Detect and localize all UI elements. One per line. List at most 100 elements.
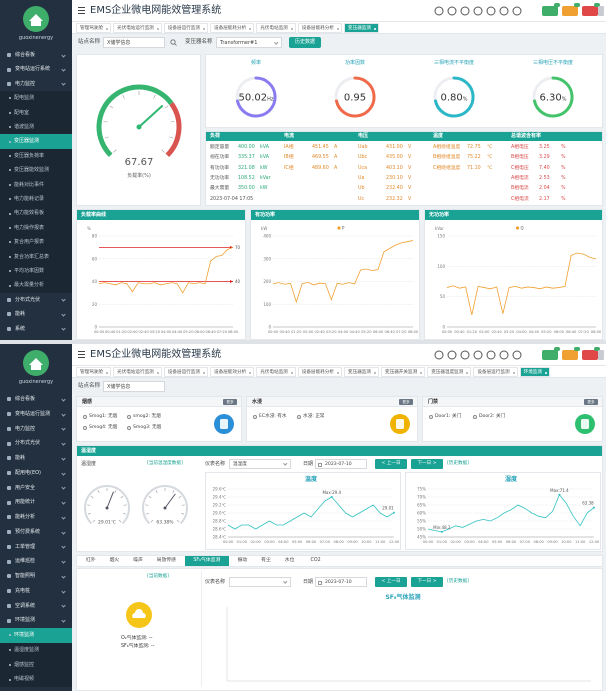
tab[interactable]: 光伏电站监测 [256, 23, 296, 33]
menu-item[interactable]: 电力操作报表 [0, 220, 72, 236]
prev-day-button[interactable]: < 上一日 [375, 577, 407, 587]
menu-item[interactable]: 谐波监测 [0, 120, 72, 135]
menu-item[interactable]: 用户安全 [0, 481, 72, 496]
tab[interactable]: 设备层能耗分析 [210, 23, 255, 33]
menu-item[interactable]: 预付费系统 [0, 525, 72, 540]
menu-item[interactable]: 能耗 [0, 451, 72, 466]
tab[interactable]: 变压器温度监测 [427, 367, 472, 377]
menu-item[interactable]: 配电室 [0, 105, 72, 120]
menu-item[interactable]: 电力监控 [0, 422, 72, 437]
tab[interactable]: 管理驾驶舱 [76, 367, 111, 377]
tab[interactable]: 光伏电站监测 [256, 367, 296, 377]
tab[interactable]: 光伏电站运行监测 [113, 23, 162, 33]
more-button[interactable]: 更多 [223, 399, 237, 405]
menu-item[interactable]: 电磁视频 [0, 672, 72, 687]
tab-close[interactable] [290, 372, 293, 374]
menu-item[interactable]: 充电桩 [0, 584, 72, 599]
site-select[interactable]: X储学信息 [103, 381, 165, 392]
current-link[interactable]: [当前温湿度数据] [147, 461, 183, 466]
tab-close[interactable] [544, 372, 547, 374]
menu-item[interactable]: 变电站运行系统 [0, 62, 72, 76]
menu-item[interactable]: 最大需量分析 [0, 278, 72, 293]
more-button[interactable]: 更多 [399, 399, 413, 405]
menu-item[interactable]: 运维巡检 [0, 554, 72, 569]
tab[interactable]: 设备层能耗分析 [297, 367, 342, 377]
sensor-tab[interactable]: 有尘 [261, 558, 271, 563]
menu-toggle[interactable] [78, 7, 85, 9]
badge-button[interactable] [582, 350, 598, 360]
sensor-tab[interactable]: 局放传感 [156, 558, 176, 563]
menu-item[interactable]: 配电监测 [0, 91, 72, 106]
menu-item[interactable]: 温湿度监测 [0, 642, 72, 658]
menu-item[interactable]: 环境监测 [0, 628, 72, 643]
tab[interactable]: 管理驾驶舱 [76, 23, 111, 33]
tab-close[interactable] [202, 372, 205, 374]
current-link[interactable]: [当前数据] [147, 574, 169, 579]
tab-close[interactable] [156, 372, 159, 374]
history-link[interactable]: [历史数据] [447, 461, 469, 466]
transformer-select[interactable]: Transformer#1 [216, 37, 282, 48]
tab[interactable]: 变压器监测 [344, 367, 379, 377]
menu-item[interactable]: 复合用户报表 [0, 235, 72, 250]
meter-select[interactable]: 温湿度 [229, 459, 291, 469]
sensor-tab[interactable]: SF₆气体监测 [185, 556, 229, 566]
menu-item[interactable]: 综合看板 [0, 48, 72, 62]
menu-item[interactable]: 智能照明 [0, 569, 72, 584]
avatar[interactable] [598, 6, 604, 16]
tab-close[interactable] [374, 372, 376, 374]
history-button[interactable]: 历史数据 [289, 37, 321, 48]
menu-item[interactable]: 分布式光伏 [0, 293, 72, 307]
sensor-tab[interactable]: 噪声 [133, 558, 143, 563]
history-link[interactable]: [历史数据] [447, 579, 469, 584]
menu-item[interactable]: 用能统计 [0, 495, 72, 510]
tab-close[interactable] [374, 28, 376, 30]
more-button[interactable]: 更多 [584, 399, 598, 405]
sensor-tab[interactable]: 红外 [85, 558, 96, 563]
menu-item[interactable]: 变压器负荷率 [0, 148, 72, 164]
tab[interactable]: 设备层能效分析 [210, 367, 255, 377]
tab[interactable]: 设备层运行监测 [163, 367, 208, 377]
tab[interactable]: 变压器开关监测 [381, 367, 426, 377]
menu-item[interactable]: 能耗 [0, 307, 72, 321]
tab-close[interactable] [202, 28, 205, 30]
tab-close[interactable] [466, 372, 469, 374]
tab-close[interactable] [336, 28, 339, 30]
next-day-button[interactable]: 下一日 > [411, 577, 443, 587]
menu-item[interactable]: 变压器监测 [0, 134, 72, 149]
menu-item[interactable]: 综合看板 [0, 392, 72, 407]
sensor-tab[interactable]: 振动 [237, 558, 248, 563]
menu-item[interactable]: 分布式光伏 [0, 436, 72, 451]
tab-close[interactable] [512, 372, 515, 374]
sensor-tab[interactable]: CO2 [310, 558, 321, 563]
menu-toggle[interactable] [78, 10, 85, 12]
tab[interactable]: 变压器监测 [344, 23, 379, 33]
badge-button[interactable] [562, 350, 578, 360]
badge-button[interactable] [562, 6, 578, 16]
tab-close[interactable] [420, 372, 423, 374]
menu-item[interactable]: 变压器能效监测 [0, 163, 72, 178]
menu-item[interactable]: 系统 [0, 322, 72, 336]
menu-item[interactable]: 环境监测 [0, 613, 72, 628]
avatar[interactable] [598, 350, 604, 360]
date-input[interactable]: 2023-07-10 [315, 577, 367, 587]
tab-close[interactable] [249, 28, 252, 30]
tab[interactable]: 设备层运行监测 [163, 23, 208, 33]
sensor-tab[interactable]: 水位 [284, 558, 295, 563]
menu-item[interactable]: 工单管理 [0, 540, 72, 555]
menu-toggle[interactable] [78, 357, 85, 359]
tab-close[interactable] [290, 28, 293, 30]
menu-toggle[interactable] [78, 13, 85, 15]
menu-item[interactable]: 电力监控 [0, 77, 72, 91]
site-select[interactable]: X储学信息 [103, 37, 165, 48]
menu-item[interactable]: 电力能耗记录 [0, 192, 72, 207]
menu-item[interactable]: 能耗分析 [0, 510, 72, 525]
tab[interactable]: 设备层运行监测 [473, 367, 518, 377]
menu-item[interactable]: 烟感监控 [0, 657, 72, 673]
meter-select[interactable] [229, 577, 291, 587]
prev-day-button[interactable]: < 上一日 [375, 459, 407, 469]
menu-item[interactable]: 配用电(EO) [0, 466, 72, 481]
tab[interactable]: 环境监测 [519, 367, 550, 377]
menu-item[interactable]: 能耗对比事件 [0, 177, 72, 192]
menu-item[interactable]: 电力能效看板 [0, 206, 72, 221]
tab[interactable]: 光伏电站运行监测 [113, 367, 162, 377]
